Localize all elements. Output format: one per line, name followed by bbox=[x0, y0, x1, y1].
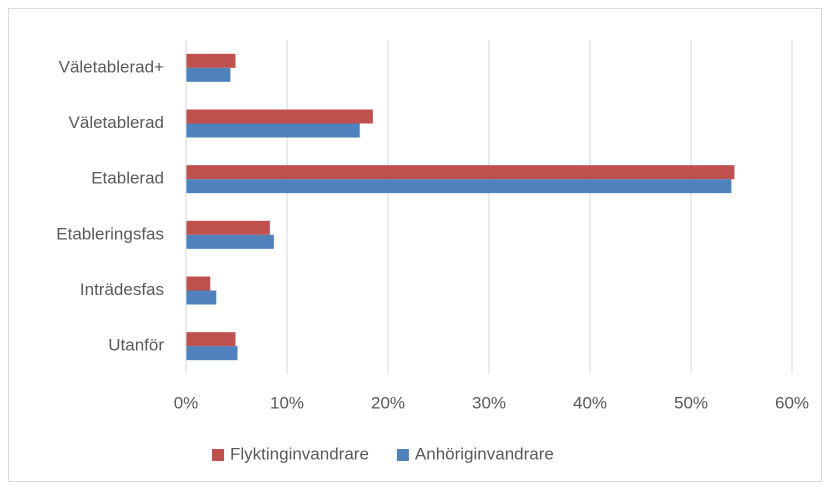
y-tick-label: Utanför bbox=[108, 336, 164, 355]
bar bbox=[186, 53, 236, 68]
x-tick-label: 30% bbox=[472, 393, 506, 412]
bar bbox=[186, 332, 236, 347]
bar bbox=[186, 234, 274, 249]
x-tick-label: 60% bbox=[775, 393, 809, 412]
y-tick-label: Väletablerad bbox=[69, 113, 164, 132]
x-tick-label: 20% bbox=[371, 393, 405, 412]
x-tick-label: 40% bbox=[573, 393, 607, 412]
bar bbox=[186, 67, 231, 82]
bar bbox=[186, 346, 238, 361]
bar bbox=[186, 123, 360, 138]
bar bbox=[186, 276, 211, 291]
y-tick-label: Etableringsfas bbox=[56, 224, 164, 243]
bar bbox=[186, 109, 373, 124]
chart-border bbox=[8, 8, 822, 482]
legend-label: Flyktinginvandrare bbox=[230, 444, 369, 463]
y-tick-label: Väletablerad+ bbox=[59, 57, 164, 76]
legend-swatch bbox=[396, 449, 409, 461]
bar bbox=[186, 165, 735, 180]
legend-swatch bbox=[212, 449, 224, 461]
x-tick-label: 50% bbox=[674, 393, 708, 412]
bar bbox=[186, 179, 732, 194]
y-tick-label: Inträdesfas bbox=[80, 280, 164, 299]
legend-label: Anhöriginvandrare bbox=[415, 444, 554, 463]
bar bbox=[186, 290, 217, 305]
x-tick-label: 0% bbox=[174, 393, 199, 412]
bar bbox=[186, 220, 270, 235]
x-tick-label: 10% bbox=[270, 393, 304, 412]
y-tick-label: Etablerad bbox=[91, 169, 164, 188]
